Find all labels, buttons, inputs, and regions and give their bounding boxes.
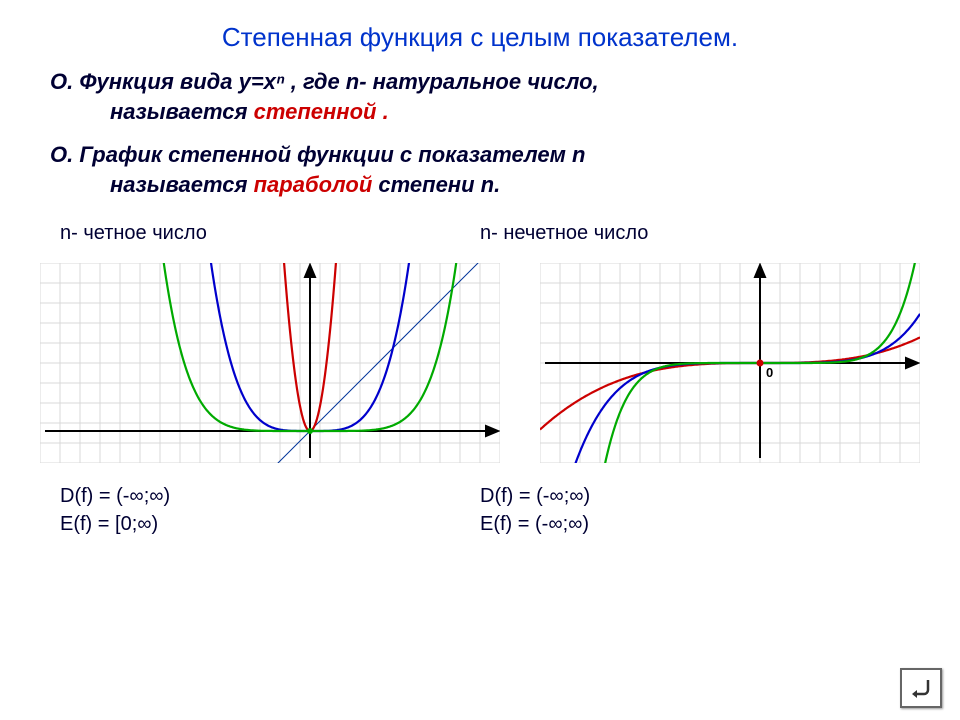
- return-icon: [908, 677, 934, 699]
- results-odd: D(f) = (-∞;∞) E(f) = (-∞;∞): [480, 482, 590, 538]
- definition-1: О. Функция вида у=хⁿ , где n- натурально…: [50, 67, 910, 126]
- def2-red: параболой: [254, 172, 373, 197]
- page-title: Степенная функция с целым показателем.: [0, 0, 960, 53]
- definition-2: О. График степенной функции с показателе…: [50, 140, 910, 199]
- def2-line2c: степени n.: [372, 172, 500, 197]
- def1-line1: О. Функция вида у=хⁿ , где n- натурально…: [50, 69, 599, 94]
- def1-line2a: называется: [110, 99, 254, 124]
- subtitle-row: n- четное число n- нечетное число: [0, 222, 960, 245]
- results-even: D(f) = (-∞;∞) E(f) = [0;∞): [60, 482, 480, 538]
- label-odd: n- нечетное число: [480, 222, 648, 245]
- range-odd: E(f) = (-∞;∞): [480, 510, 590, 538]
- results-row: D(f) = (-∞;∞) E(f) = [0;∞) D(f) = (-∞;∞)…: [0, 482, 960, 538]
- svg-text:0: 0: [766, 365, 773, 380]
- def2-line1: О. График степенной функции с показателе…: [50, 142, 585, 167]
- charts-row: 0: [0, 263, 960, 468]
- odd-chart: 0: [540, 263, 920, 468]
- even-chart: [40, 263, 500, 468]
- label-even: n- четное число: [60, 222, 480, 245]
- def2-line2a: называется: [110, 172, 254, 197]
- domain-even: D(f) = (-∞;∞): [60, 482, 480, 510]
- def1-red: степенной .: [254, 99, 389, 124]
- back-button[interactable]: [900, 668, 942, 708]
- range-even: E(f) = [0;∞): [60, 510, 480, 538]
- domain-odd: D(f) = (-∞;∞): [480, 482, 590, 510]
